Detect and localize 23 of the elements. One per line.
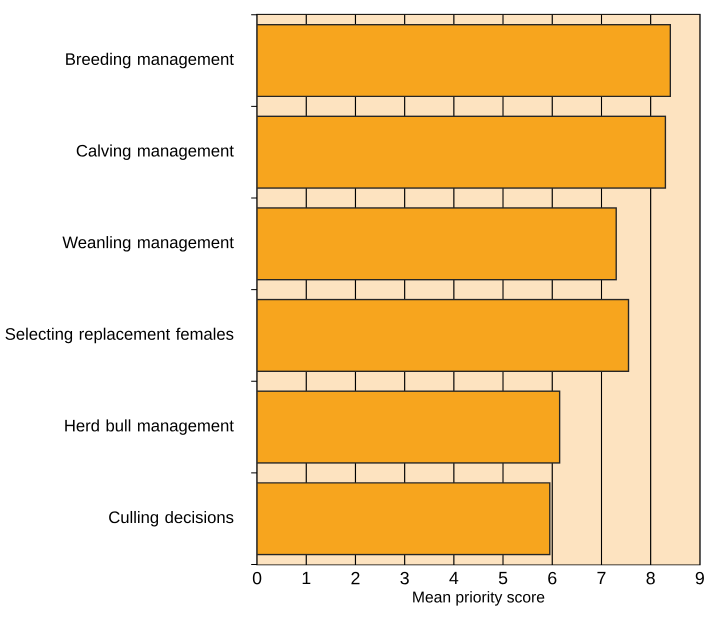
bar [257,24,672,97]
bar [257,390,560,464]
y-tick-label: Calving management [76,144,234,160]
bar [257,298,630,372]
y-tick-label: Weanling management [62,236,234,252]
x-axis-title: Mean priority score [413,590,544,606]
bar [257,207,617,280]
x-tick-label: 9 [696,572,704,584]
y-tick-label: Breeding management [66,52,234,68]
bar [257,116,666,189]
bar [257,482,550,556]
x-tick-label: 1 [302,572,310,584]
x-tick-label: 4 [449,572,458,584]
y-tick-label: Herd bull management [65,419,234,435]
y-tick-label: Culling decisions [109,510,234,526]
x-tick-label: 6 [548,572,556,584]
x-tick-label: 8 [646,572,655,584]
x-tick-label: 7 [597,572,606,584]
x-tick-label: 2 [351,572,360,584]
x-tick-label: 0 [252,572,262,584]
x-tick-label: 3 [400,572,409,584]
y-tick-label: Selecting replacement females [6,328,234,344]
x-tick-label: 5 [498,572,508,584]
